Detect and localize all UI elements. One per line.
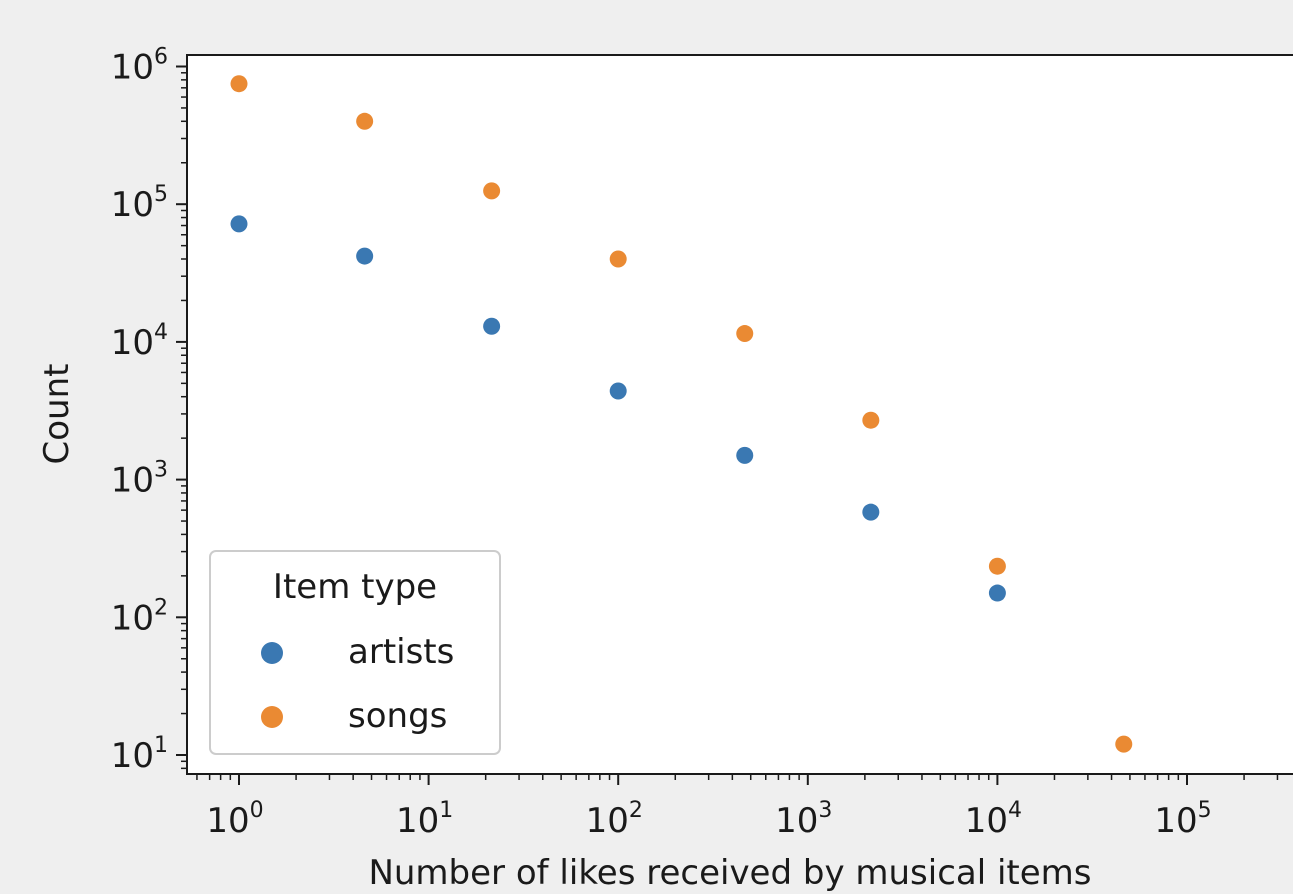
data-point-artists: [736, 446, 754, 464]
legend-frame: [209, 550, 501, 755]
x-tick-label: 105: [1154, 798, 1211, 841]
data-point-songs: [736, 325, 754, 343]
y-tick-label: 101: [111, 733, 168, 776]
data-point-songs: [988, 557, 1006, 575]
x-major-ticks: 100 101 102 103 104 105: [206, 774, 1212, 841]
legend-label-songs: songs: [348, 696, 447, 736]
x-axis-label: Number of likes received by musical item…: [368, 853, 1091, 893]
x-tick-label: 100: [206, 798, 263, 841]
y-tick-label: 106: [111, 45, 168, 88]
y-tick-label: 103: [111, 458, 168, 501]
data-point-artists: [230, 215, 248, 233]
x-tick-label: 103: [775, 798, 832, 841]
legend-label-artists: artists: [348, 632, 454, 672]
legend-title: Item type: [273, 567, 437, 607]
x-tick-label: 102: [586, 798, 643, 841]
data-point-songs: [356, 112, 374, 130]
data-point-artists: [988, 584, 1006, 602]
y-axis-label: Count: [37, 364, 77, 465]
data-point-songs: [609, 250, 627, 268]
x-tick-label: 101: [396, 798, 453, 841]
data-point-artists: [356, 247, 374, 265]
legend-marker-artists: [261, 642, 283, 664]
y-major-ticks: 101 102 103 104 105 106: [111, 45, 187, 776]
legend: Item type artists songs: [209, 550, 501, 755]
y-tick-label: 105: [111, 182, 168, 225]
data-point-songs: [862, 411, 880, 429]
legend-marker-songs: [261, 706, 283, 728]
data-point-songs: [483, 182, 501, 200]
y-tick-label: 102: [111, 595, 168, 638]
data-point-songs: [1115, 735, 1133, 753]
data-point-artists: [609, 382, 627, 400]
data-point-artists: [483, 317, 501, 335]
plot-frame: [186, 54, 1293, 775]
y-tick-label: 104: [111, 320, 168, 363]
data-point-songs: [230, 75, 248, 93]
data-point-artists: [862, 503, 880, 521]
x-tick-label: 104: [965, 798, 1022, 841]
data-points: [230, 75, 1133, 753]
